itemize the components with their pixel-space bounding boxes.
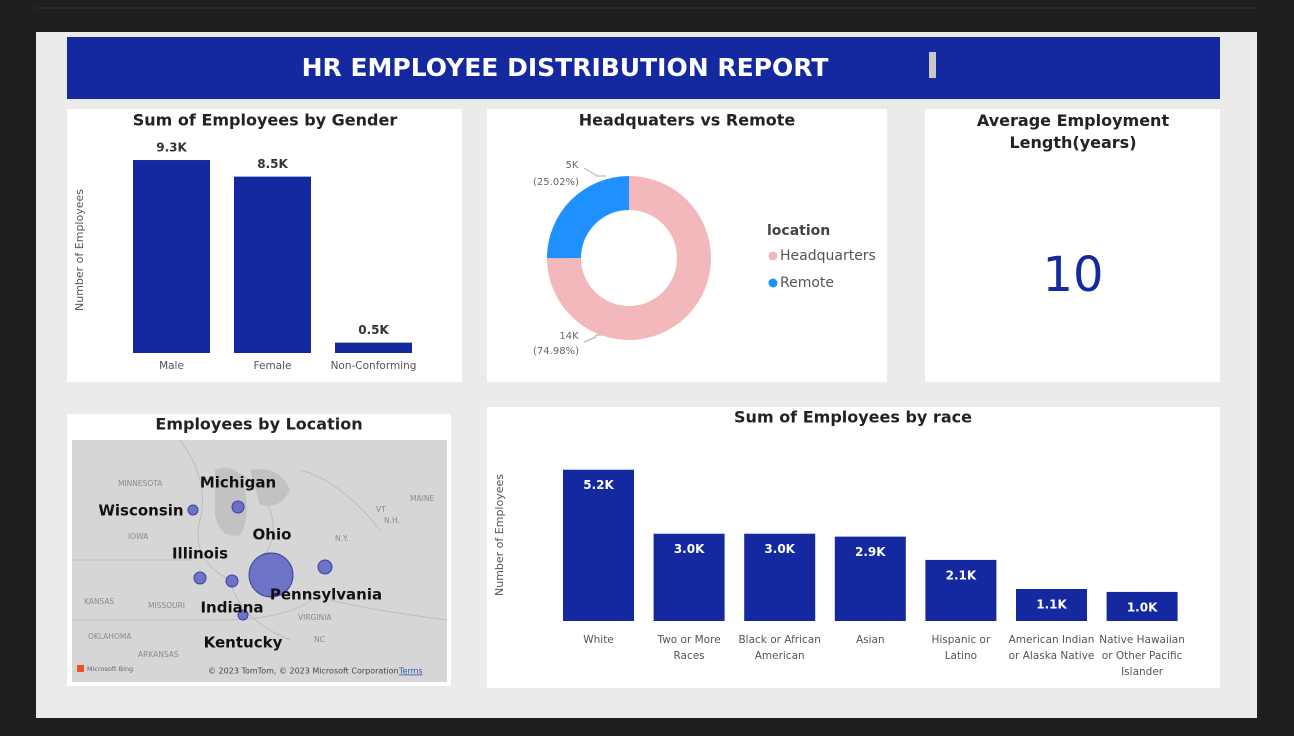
map-base-label: VIRGINIA xyxy=(298,613,332,622)
state-label: Ohio xyxy=(253,526,292,544)
x-tick-label: Non-Conforming xyxy=(330,360,417,372)
data-label: 2.1K xyxy=(946,568,977,582)
legend-title: location xyxy=(767,223,830,239)
chart-title: Sum of Employees by race xyxy=(734,408,972,427)
x-tick-label: Native Hawaiian or Other Pacific Islande… xyxy=(1099,634,1185,678)
bubble[interactable] xyxy=(193,571,207,585)
count-label: 14K xyxy=(559,331,579,342)
bar xyxy=(234,176,311,353)
map-base-label: MISSOURI xyxy=(148,601,185,610)
map-base-label: KANSAS xyxy=(84,597,115,606)
donut-slice xyxy=(547,176,711,340)
legend-swatch xyxy=(768,278,778,288)
bar xyxy=(834,536,906,621)
x-tick-label: White xyxy=(583,634,614,646)
bubble[interactable] xyxy=(248,552,294,598)
legend-swatch xyxy=(768,251,778,261)
data-label: 3.0K xyxy=(674,542,705,556)
brand-logo xyxy=(77,665,84,672)
leader-line xyxy=(583,167,606,177)
bar xyxy=(744,533,816,621)
header-band xyxy=(67,37,1220,99)
state-label: Michigan xyxy=(200,474,276,492)
data-label: (74.98%) xyxy=(533,346,579,357)
x-tick-label: Black or African American xyxy=(738,634,821,662)
report-title: HR EMPLOYEE DISTRIBUTION REPORT xyxy=(302,53,829,82)
map-title: Employees by Location xyxy=(155,415,362,434)
panel xyxy=(925,109,1220,382)
map: Employees by Location MINNESOTA IOWA KAN… xyxy=(72,415,448,682)
map-lines xyxy=(72,439,448,641)
x-tick-label: Female xyxy=(253,360,292,372)
bar xyxy=(653,533,725,621)
map-base-label: N.H. xyxy=(384,516,400,525)
data-label: 1.0K xyxy=(1127,600,1158,614)
state-label: Illinois xyxy=(172,545,228,563)
map-base-label: MAINE xyxy=(410,494,434,503)
data-label: 3.0K xyxy=(764,542,795,556)
data-label: 9.3K xyxy=(156,141,187,155)
data-label: 2.9K xyxy=(855,545,886,559)
state-label: Kentucky xyxy=(204,634,283,652)
bar xyxy=(925,559,997,621)
bar xyxy=(1106,591,1178,621)
state-label: Indiana xyxy=(200,599,263,617)
bar xyxy=(563,469,634,621)
map-base-label: OKLAHOMA xyxy=(88,632,132,641)
chart-title: Headquaters vs Remote xyxy=(579,111,796,130)
bubble[interactable] xyxy=(237,609,249,621)
donut-slice xyxy=(547,176,629,259)
map-base-label: VT xyxy=(376,505,386,514)
map-base-label: MINNESOTA xyxy=(118,479,163,488)
map-base-label: NC xyxy=(314,635,325,644)
state-label: Pennsylvania xyxy=(270,586,382,604)
data-label: 5.2K xyxy=(583,478,614,492)
map-terms[interactable]: Terms xyxy=(398,667,423,676)
kpi-value: 10 xyxy=(1042,247,1103,303)
map-attribution: © 2023 TomTom, © 2023 Microsoft Corporat… xyxy=(208,667,399,676)
bar xyxy=(335,342,412,353)
x-tick-label: American Indian or Alaska Native xyxy=(1008,634,1095,662)
data-label: (25.02%) xyxy=(533,177,579,188)
x-tick-label: Male xyxy=(159,360,184,372)
x-tick-label: Two or More Races xyxy=(657,634,721,662)
map-base-label: ARKANSAS xyxy=(138,650,179,659)
bubble[interactable] xyxy=(231,500,245,514)
bar xyxy=(133,160,210,353)
bubble[interactable] xyxy=(317,559,333,575)
bar xyxy=(1016,589,1087,621)
data-label: 8.5K xyxy=(257,157,288,171)
kpi-title: Average Employment Length(years) xyxy=(977,111,1170,152)
chart-title: Sum of Employees by Gender xyxy=(133,111,398,130)
y-axis-title: Number of Employees xyxy=(73,189,86,311)
lakes xyxy=(215,467,290,536)
y-axis-title: Number of Employees xyxy=(493,474,506,596)
x-tick-label: Hispanic or Latino xyxy=(931,634,991,662)
cursor xyxy=(929,52,936,78)
bubble[interactable] xyxy=(187,504,199,516)
state-label: Wisconsin xyxy=(98,502,183,520)
count-label: 5K xyxy=(566,160,579,171)
legend-label: Headquarters xyxy=(780,248,876,264)
map-base-label: IOWA xyxy=(128,532,149,541)
bubble[interactable] xyxy=(225,574,239,588)
map-brand: Microsoft Bing xyxy=(87,665,133,673)
legend-label: Remote xyxy=(780,275,834,291)
data-label: 0.5K xyxy=(358,323,389,337)
map-base-label: N.Y. xyxy=(335,534,348,543)
x-tick-label: Asian xyxy=(855,634,885,646)
data-label: 1.1K xyxy=(1036,598,1067,612)
